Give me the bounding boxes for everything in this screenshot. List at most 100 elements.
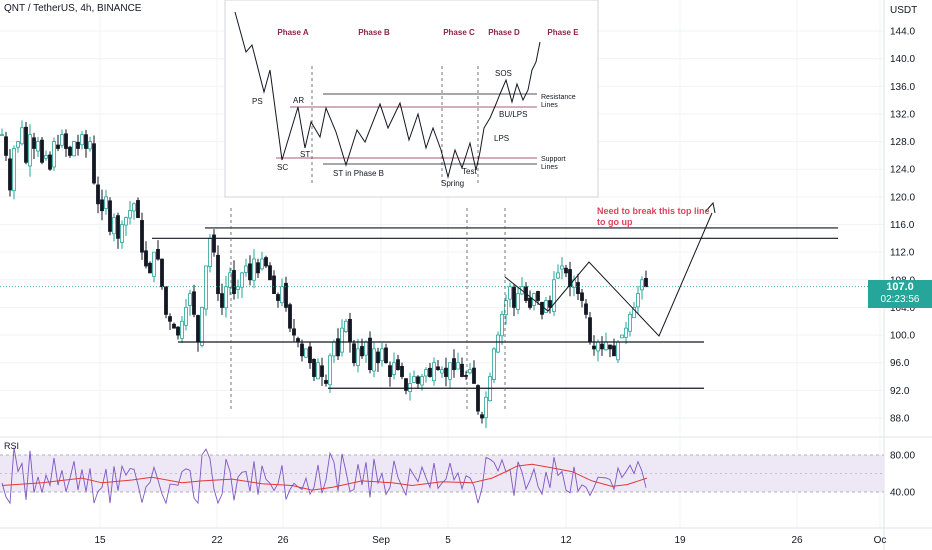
candle-body [528, 297, 532, 308]
candle-body [80, 134, 84, 146]
rsi-upper-label: 80.00 [890, 451, 915, 462]
candle-body [240, 272, 244, 288]
candle-body [220, 293, 224, 308]
rsi-lower-label: 40.00 [890, 488, 915, 499]
candle-body [256, 262, 260, 274]
candle-body [140, 220, 144, 253]
candle-body [212, 234, 216, 253]
last-price: 107.0 [886, 281, 914, 293]
inset-label-sos: SOS [495, 69, 512, 78]
candle-body [464, 375, 468, 377]
candle-body [136, 200, 140, 218]
projection-line [504, 212, 713, 337]
annotation-line-1: Need to break this top line [597, 206, 710, 216]
candle-body [484, 396, 488, 419]
candle-body [120, 224, 124, 243]
candle-body [592, 345, 596, 350]
candle-body [0, 134, 4, 137]
candle-body [548, 300, 552, 308]
candle-body [404, 378, 408, 391]
candle-body [24, 126, 28, 163]
candle-body [636, 293, 640, 308]
candle-body [100, 199, 104, 212]
inset-label-st: ST [300, 150, 310, 159]
candle-body [508, 286, 512, 300]
candle-body [576, 282, 580, 295]
candle-body [400, 366, 404, 377]
candle-body [44, 154, 48, 159]
candle-body [4, 136, 8, 156]
candle-body [544, 300, 548, 313]
candle-body [48, 154, 52, 170]
rsi-line [1, 447, 647, 505]
candle-body [392, 362, 396, 375]
candle-body [268, 265, 272, 281]
phase-label: Phase E [547, 28, 579, 37]
annotation-line-2: to go up [597, 217, 633, 227]
candle-body [504, 300, 508, 316]
candle-body [148, 262, 152, 274]
inset-label-spring: Spring [441, 179, 464, 188]
candle-body [304, 348, 308, 358]
candle-body [40, 139, 44, 163]
candle-body [192, 291, 196, 315]
candle-body [280, 286, 284, 304]
candle-body [372, 348, 376, 372]
candle-body [516, 293, 520, 310]
candle-body [620, 334, 624, 339]
candle-body [132, 203, 136, 212]
candle-body [380, 348, 384, 362]
candle-body [420, 376, 424, 386]
candle-body [376, 351, 380, 364]
candle-body [336, 338, 340, 357]
candle-body [328, 355, 332, 386]
candle-body [332, 341, 336, 357]
inset-label-sc: SC [277, 163, 288, 172]
inset-label-resistance-2: Lines [541, 102, 558, 109]
candle-body [412, 376, 416, 383]
candle-body [176, 326, 180, 336]
candle-body [432, 362, 436, 382]
candle-body [612, 345, 616, 357]
chart-annotation: Need to break this top line to go up [597, 206, 737, 228]
candle-body [52, 141, 56, 168]
candle-body [468, 369, 472, 374]
candle-body [424, 369, 428, 377]
rsi-pane: 80.00 40.00 [0, 436, 932, 505]
candle-body [496, 334, 500, 353]
phase-label: Phase A [277, 28, 308, 37]
symbol-title: QNT / TetherUS, 4h, BINANCE [4, 3, 142, 14]
wyckoff-path [234, 11, 541, 179]
phase-label: Phase D [488, 28, 520, 37]
candle-body [416, 376, 420, 384]
candle-body [448, 362, 452, 380]
candle-body [588, 317, 592, 343]
candle-body [552, 279, 556, 312]
candle-body [180, 320, 184, 339]
candle-body [72, 141, 76, 157]
candle-body [616, 341, 620, 361]
time-tick-label: Sep [372, 535, 390, 546]
candle-body [604, 341, 608, 351]
candle-body [64, 133, 68, 149]
inset-label-test: Test [462, 167, 477, 176]
candle-body [84, 134, 88, 149]
currency-label: USDT [890, 5, 917, 16]
candle-body [460, 363, 464, 377]
candle-body [260, 258, 264, 270]
price-tick-label: 124.0 [890, 165, 915, 176]
candle-body [536, 291, 540, 301]
inset-label-ps: PS [252, 97, 263, 106]
price-tick-label: 132.0 [890, 109, 915, 120]
candle-body [188, 293, 192, 306]
candle-body [340, 327, 344, 353]
candle-body [628, 313, 632, 332]
rsi-label: RSI [4, 441, 20, 451]
projection-arrowhead [705, 201, 716, 214]
candle-body [472, 367, 476, 384]
candle-body [112, 217, 116, 235]
candle-body [8, 158, 12, 191]
candle-body [104, 196, 108, 210]
price-axis: USDT 144.0 140.0 136.0 132.0 128.0 124.0 120.0 1… [883, 0, 917, 550]
